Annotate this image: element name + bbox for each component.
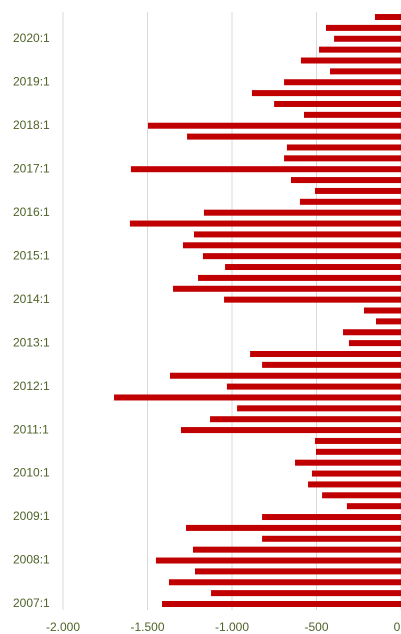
bar (237, 405, 401, 412)
bar (211, 590, 401, 597)
y-tick-label: 2012:1 (13, 379, 50, 393)
bar (262, 535, 401, 542)
bar (325, 24, 401, 31)
y-tick-label: 2014:1 (13, 292, 50, 306)
bar (203, 209, 401, 216)
bar (284, 79, 401, 86)
bar (330, 68, 401, 75)
x-tick-label: -2.000 (46, 620, 80, 634)
bar (299, 198, 401, 205)
bar (346, 503, 401, 510)
bar (251, 90, 401, 97)
bar (314, 187, 401, 194)
y-tick-label: 2015:1 (13, 248, 50, 262)
bar (262, 361, 401, 368)
bar (192, 546, 401, 553)
bar (262, 514, 401, 521)
bar (300, 57, 401, 64)
y-tick-label: 2008:1 (13, 553, 50, 567)
bar (319, 46, 401, 53)
y-tick-label: 2013:1 (13, 335, 50, 349)
bar (290, 177, 401, 184)
bar (322, 492, 401, 499)
bar (311, 470, 401, 477)
bar (194, 568, 401, 575)
bar (348, 340, 401, 347)
bar (286, 144, 401, 151)
bar (198, 274, 401, 281)
bar (274, 100, 401, 107)
bar (284, 155, 401, 162)
x-tick-label: -1.500 (130, 620, 164, 634)
bar (343, 329, 401, 336)
bar (303, 111, 401, 118)
bar (314, 437, 401, 444)
bar (187, 133, 401, 140)
y-tick-label: 2007:1 (13, 596, 50, 610)
bar (374, 14, 401, 21)
bar (224, 296, 401, 303)
bar (162, 601, 401, 607)
bar (202, 253, 401, 260)
bar (250, 350, 401, 357)
bar (363, 307, 401, 314)
x-tick-label: -500 (304, 620, 328, 634)
bar (155, 557, 401, 564)
bar (169, 372, 401, 379)
x-tick-label: 0 (394, 620, 401, 634)
bar (129, 220, 401, 227)
bar (182, 242, 401, 249)
bar (148, 122, 401, 129)
bar (375, 318, 401, 325)
bar (334, 35, 401, 42)
bar (308, 481, 401, 488)
bar (180, 427, 401, 434)
bar (226, 383, 401, 390)
y-tick-label: 2018:1 (13, 118, 50, 132)
y-tick-label: 2009:1 (13, 509, 50, 523)
x-tick-label: -1.000 (215, 620, 249, 634)
y-tick-label: 2010:1 (13, 466, 50, 480)
y-tick-label: 2019:1 (13, 74, 50, 88)
y-tick-label: 2016:1 (13, 205, 50, 219)
bar (315, 448, 401, 455)
bar (225, 264, 401, 271)
y-tick-label: 2011:1 (13, 422, 49, 436)
bar (168, 579, 401, 586)
bar (210, 416, 401, 423)
bar (114, 394, 401, 401)
bar (295, 459, 401, 466)
bar (193, 231, 401, 238)
bar (173, 285, 401, 292)
bar (186, 524, 401, 531)
bar (130, 166, 401, 173)
y-tick-label: 2017:1 (13, 161, 50, 175)
y-tick-label: 2020:1 (13, 31, 50, 45)
